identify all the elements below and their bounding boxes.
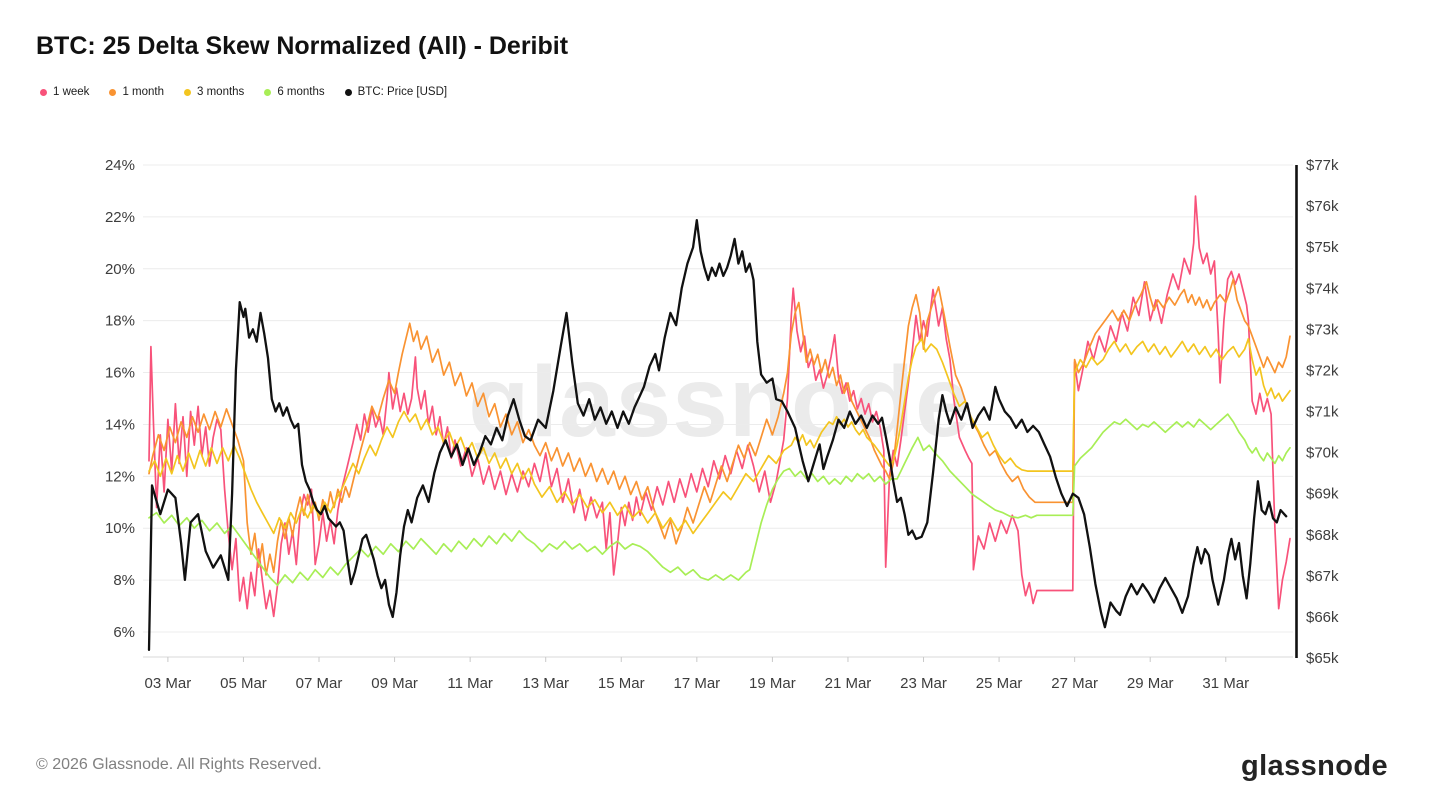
glassnode-logo: glassnode [1240, 750, 1388, 782]
left-axis-tick-label: 18% [105, 313, 135, 330]
chart-legend: 1 week 1 month 3 months 6 months BTC: Price … [40, 86, 447, 98]
chart-title: BTC: 25 Delta Skew Normalized (All) - De… [36, 32, 569, 60]
legend-dot-icon [40, 88, 47, 96]
series-line-6-months [148, 413, 1291, 587]
x-axis-tick-label: 07 Mar [296, 675, 343, 692]
right-axis-tick-label: $66k [1306, 609, 1339, 626]
left-axis-tick-label: 8% [113, 572, 135, 589]
x-axis-tick-label: 29 Mar [1127, 675, 1174, 692]
copyright-text: © 2026 Glassnode. All Rights Reserved. [36, 756, 322, 773]
right-axis-tick-label: $73k [1306, 321, 1339, 338]
left-axis-tick-label: 24% [105, 157, 135, 174]
x-axis-tick-label: 09 Mar [371, 675, 418, 692]
x-axis-tick-label: 17 Mar [673, 675, 720, 692]
x-axis-tick-label: 15 Mar [598, 675, 645, 692]
legend-item-1-month[interactable]: 1 month [109, 86, 164, 98]
right-axis-tick-label: $75k [1306, 239, 1339, 256]
left-axis-tick-label: 10% [105, 520, 135, 537]
right-axis-tick-label: $69k [1306, 486, 1339, 503]
right-axis-tick-label: $72k [1306, 362, 1339, 379]
series-line-1-week [148, 195, 1291, 618]
right-axis-tick-label: $74k [1306, 280, 1339, 297]
x-axis-tick-label: 05 Mar [220, 675, 267, 692]
right-axis-tick-label: $65k [1306, 650, 1339, 667]
x-axis-tick-label: 23 Mar [900, 675, 947, 692]
left-axis-tick-label: 14% [105, 416, 135, 433]
legend-label: 3 months [197, 86, 245, 98]
series-line-3-months [148, 337, 1291, 535]
right-axis-tick-label: $77k [1306, 157, 1339, 174]
right-axis-tick-label: $67k [1306, 568, 1339, 585]
left-axis-tick-label: 22% [105, 209, 135, 226]
x-axis-tick-label: 21 Mar [825, 675, 872, 692]
legend-item-1-week[interactable]: 1 week [40, 86, 89, 98]
legend-dot-icon [109, 88, 117, 96]
x-axis-tick-label: 25 Mar [976, 675, 1023, 692]
legend-dot-icon [184, 88, 191, 96]
legend-label: 1 week [53, 86, 90, 98]
x-axis-tick-label: 11 Mar [447, 675, 493, 692]
legend-label: BTC: Price [USD] [357, 86, 448, 98]
right-axis-tick-label: $70k [1306, 445, 1339, 462]
left-axis-tick-label: 16% [105, 365, 135, 382]
x-axis-tick-label: 27 Mar [1051, 675, 1098, 692]
legend-item-btc-price-usd[interactable]: BTC: Price [USD] [344, 86, 448, 98]
x-axis-tick-label: 31 Mar [1202, 675, 1249, 692]
legend-item-3-months[interactable]: 3 months [184, 86, 244, 98]
right-axis-tick-label: $71k [1306, 404, 1339, 421]
legend-dot-icon [344, 88, 352, 96]
series-line-btc-price-usd [147, 218, 1288, 651]
legend-item-6-months[interactable]: 6 months [264, 86, 325, 98]
left-axis-tick-label: 6% [113, 624, 135, 641]
x-axis-tick-label: 03 Mar [145, 675, 192, 692]
legend-label: 1 month [122, 86, 164, 98]
right-axis-tick-label: $68k [1306, 527, 1339, 544]
x-axis-tick-label: 13 Mar [522, 675, 569, 692]
legend-dot-icon [264, 88, 272, 96]
legend-label: 6 months [277, 86, 325, 98]
right-axis-tick-label: $76k [1306, 198, 1339, 215]
left-axis-tick-label: 12% [105, 468, 135, 485]
left-axis-tick-label: 20% [105, 261, 135, 278]
x-axis-tick-label: 19 Mar [749, 675, 796, 692]
